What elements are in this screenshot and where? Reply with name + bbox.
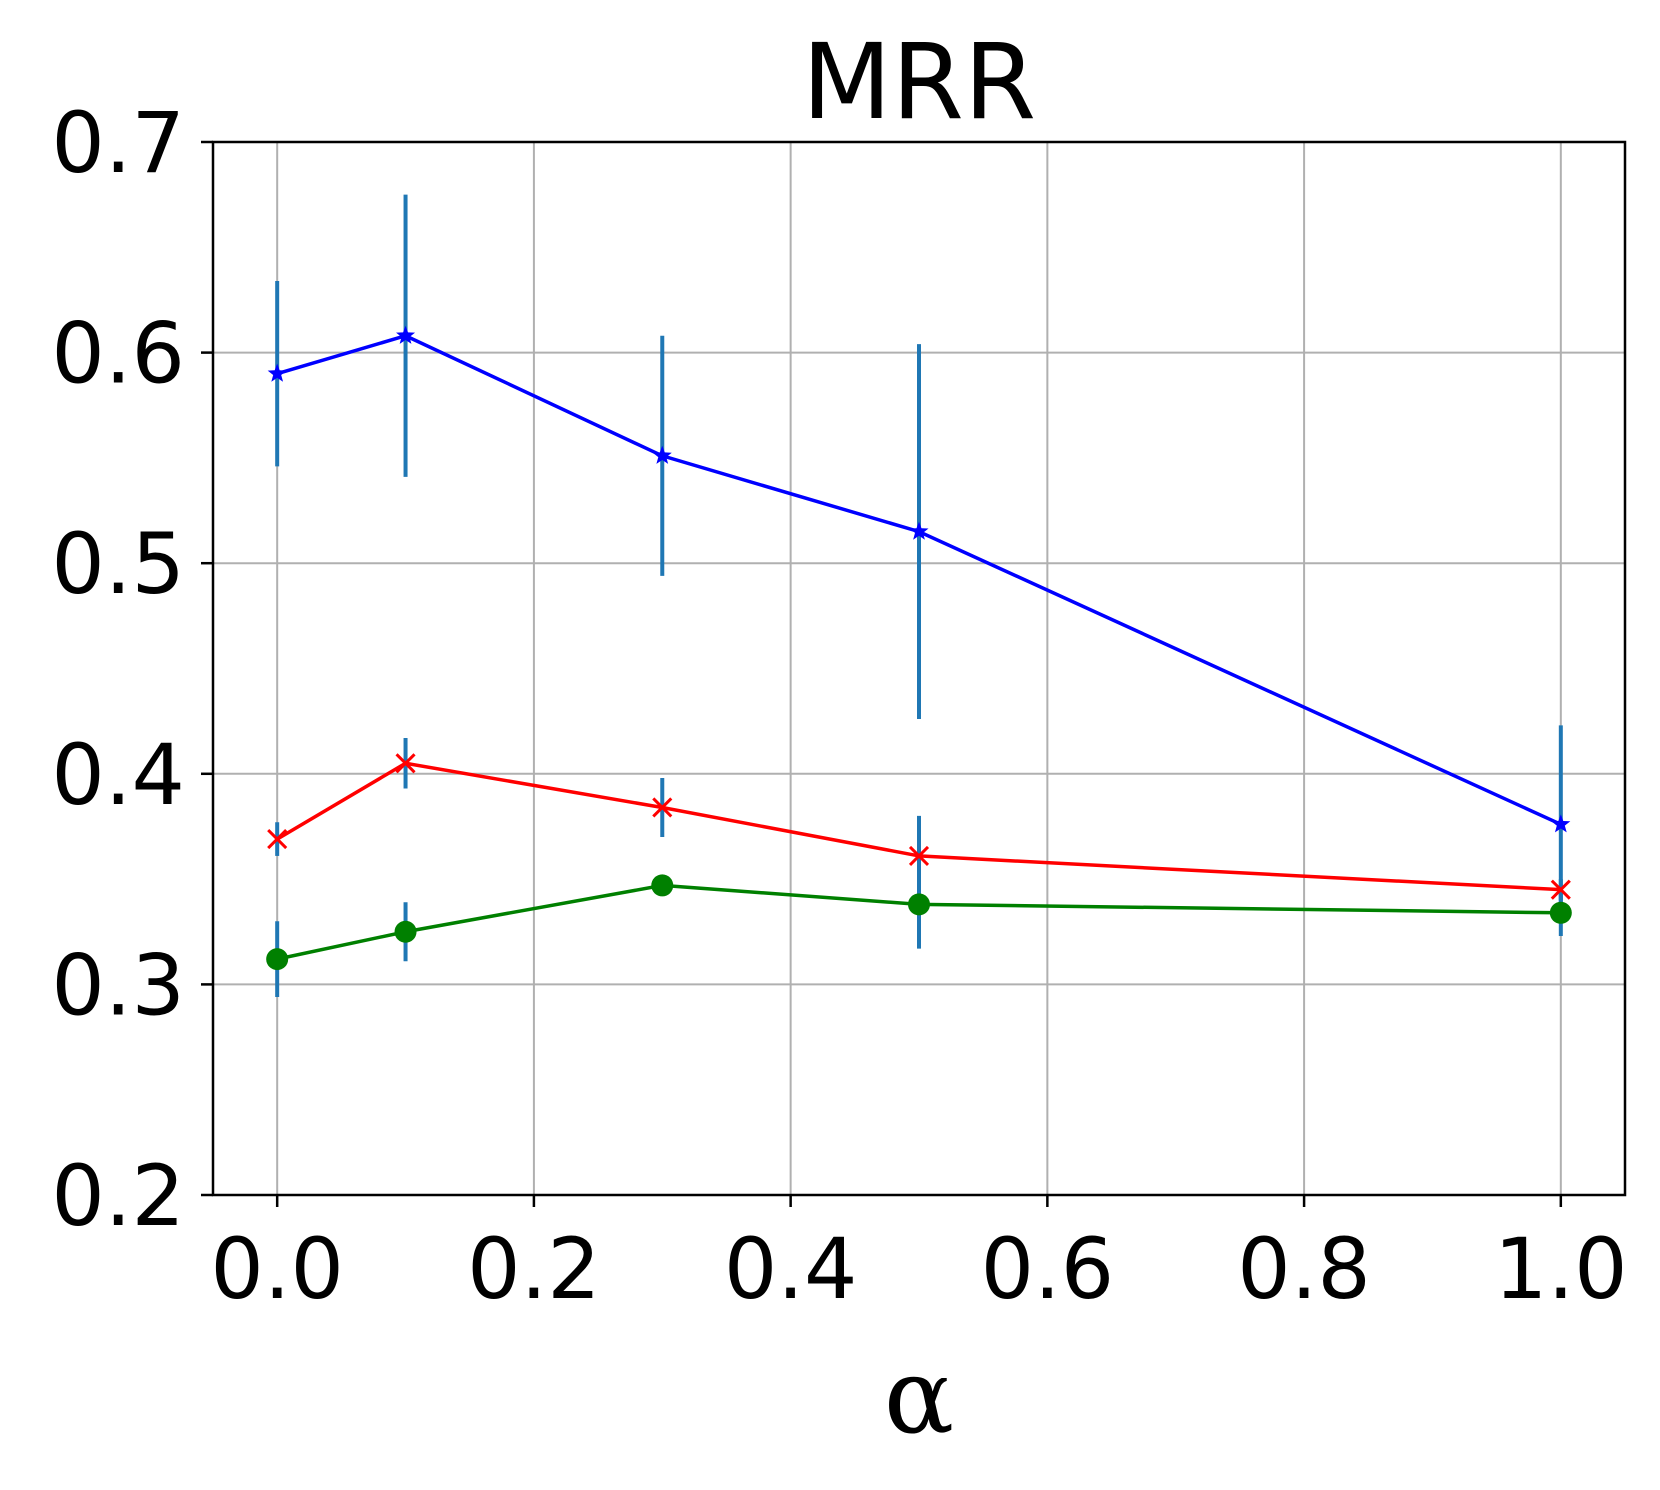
y-tick-label: 0.4 bbox=[51, 726, 185, 824]
data-point-x bbox=[267, 829, 288, 850]
plot-frame bbox=[211, 140, 1627, 1197]
data-point-x bbox=[1550, 879, 1571, 900]
y-tick-label: 0.5 bbox=[51, 515, 185, 613]
x-marker-stroke bbox=[652, 797, 673, 818]
data-point-star bbox=[652, 445, 672, 464]
series-markers bbox=[266, 325, 1572, 971]
data-point-x bbox=[395, 753, 416, 774]
x-tick-label: 0.8 bbox=[1237, 1220, 1371, 1318]
x-tick-label: 0.0 bbox=[210, 1220, 344, 1318]
x-tick-label: 0.2 bbox=[467, 1220, 601, 1318]
x-tick-label: 0.6 bbox=[981, 1220, 1115, 1318]
x-tick-label: 1.0 bbox=[1494, 1220, 1628, 1318]
data-point-star bbox=[396, 325, 416, 344]
y-tick-label: 0.3 bbox=[51, 936, 185, 1034]
data-point-x bbox=[652, 797, 673, 818]
data-point-circle bbox=[651, 874, 674, 897]
data-point-circle bbox=[908, 893, 930, 916]
data-point-x bbox=[908, 845, 930, 866]
x-marker-stroke bbox=[1550, 879, 1571, 900]
y-tick-label: 0.7 bbox=[51, 94, 185, 192]
data-point-circle bbox=[394, 920, 417, 943]
data-point-star bbox=[267, 363, 287, 382]
x-tick-label: 0.4 bbox=[724, 1220, 858, 1318]
data-point-circle bbox=[1549, 901, 1572, 924]
y-tick-label: 0.6 bbox=[51, 305, 185, 403]
x-marker-stroke bbox=[395, 753, 416, 774]
axis-ticks: 0.0 0.2 0.4 0.6 0.8 1.0 0.2 0.3 0.4 0.5 0.6 0.7 bbox=[51, 94, 1627, 1318]
x-marker-stroke bbox=[908, 845, 930, 866]
chart-title: MRR bbox=[802, 21, 1036, 143]
data-point-star bbox=[1551, 814, 1571, 833]
data-point-star bbox=[909, 521, 929, 540]
x-marker-stroke bbox=[267, 829, 288, 850]
data-point-circle bbox=[266, 948, 289, 971]
x-axis-label: α bbox=[884, 1335, 954, 1457]
y-tick-label: 0.2 bbox=[51, 1147, 185, 1245]
